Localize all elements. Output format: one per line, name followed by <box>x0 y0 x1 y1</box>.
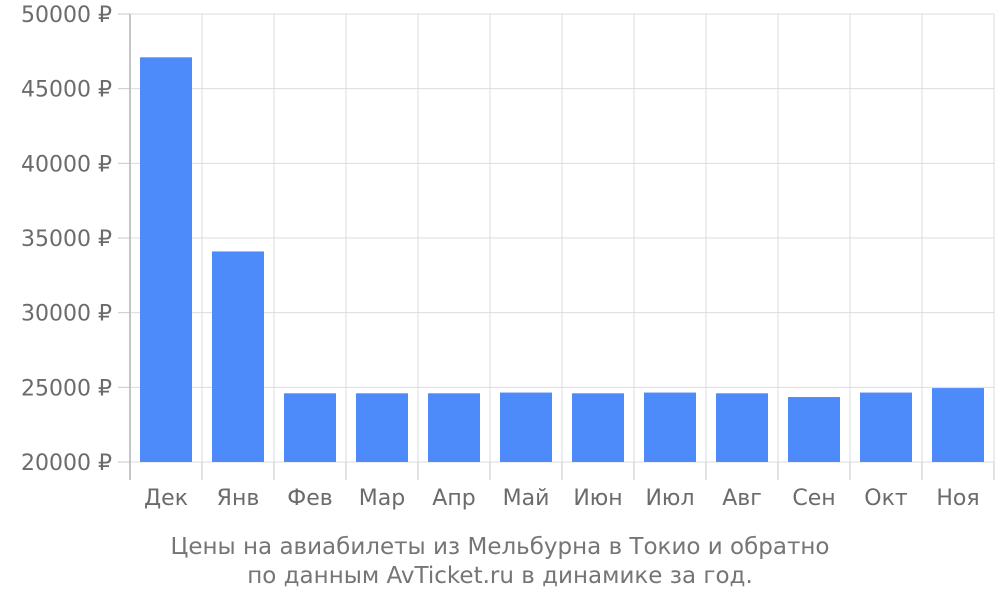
price-bar-chart: 20000 ₽ 25000 ₽ 30000 ₽ 35000 ₽ 40000 ₽ 45000… <box>21 3 995 511</box>
x-tick-label: Авг <box>722 486 762 511</box>
bar-4 <box>428 393 480 462</box>
x-tick-label: Окт <box>864 486 908 511</box>
bar-3 <box>356 393 408 462</box>
x-tick-labels: Дек Янв Фев Мар Апр Май Июн Июл Авг Сен Окт Ноя <box>144 486 980 511</box>
x-tick-label: Янв <box>217 486 260 511</box>
x-tick-label: Июл <box>645 486 694 511</box>
y-tick-labels: 20000 ₽ 25000 ₽ 30000 ₽ 35000 ₽ 40000 ₽ 45000… <box>21 3 112 476</box>
x-tick-label: Фев <box>287 486 332 511</box>
bar-0 <box>140 57 192 462</box>
bar-6 <box>572 393 624 462</box>
y-tick-label: 45000 ₽ <box>21 78 112 103</box>
x-tick-label: Апр <box>432 486 475 511</box>
x-tick-label: Ноя <box>936 486 979 511</box>
y-tick-label: 40000 ₽ <box>21 152 112 177</box>
x-tick-label: Дек <box>144 486 188 511</box>
bar-1 <box>212 251 264 462</box>
y-tick-label: 20000 ₽ <box>21 451 112 476</box>
y-tick-label: 30000 ₽ <box>21 302 112 327</box>
y-tick-label: 50000 ₽ <box>21 3 112 28</box>
bar-9 <box>788 397 840 462</box>
bar-7 <box>644 392 696 462</box>
x-tick-label: Сен <box>792 486 835 511</box>
x-tick-label: Июн <box>573 486 622 511</box>
chart-caption-line-2: по данным AvTicket.ru в динамике за год. <box>247 563 753 589</box>
bar-2 <box>284 393 336 462</box>
y-tick-label: 35000 ₽ <box>21 227 112 252</box>
axes <box>118 13 995 480</box>
bar-8 <box>716 393 768 462</box>
bar-11 <box>932 388 984 462</box>
bars <box>140 57 984 462</box>
x-tick-label: Мар <box>359 486 405 511</box>
bar-5 <box>500 392 552 462</box>
bar-10 <box>860 392 912 462</box>
grid-lines <box>129 13 995 463</box>
y-tick-label: 25000 ₽ <box>21 376 112 401</box>
chart-caption-line-1: Цены на авиабилеты из Мельбурна в Токио … <box>170 534 830 560</box>
x-tick-label: Май <box>503 486 550 511</box>
